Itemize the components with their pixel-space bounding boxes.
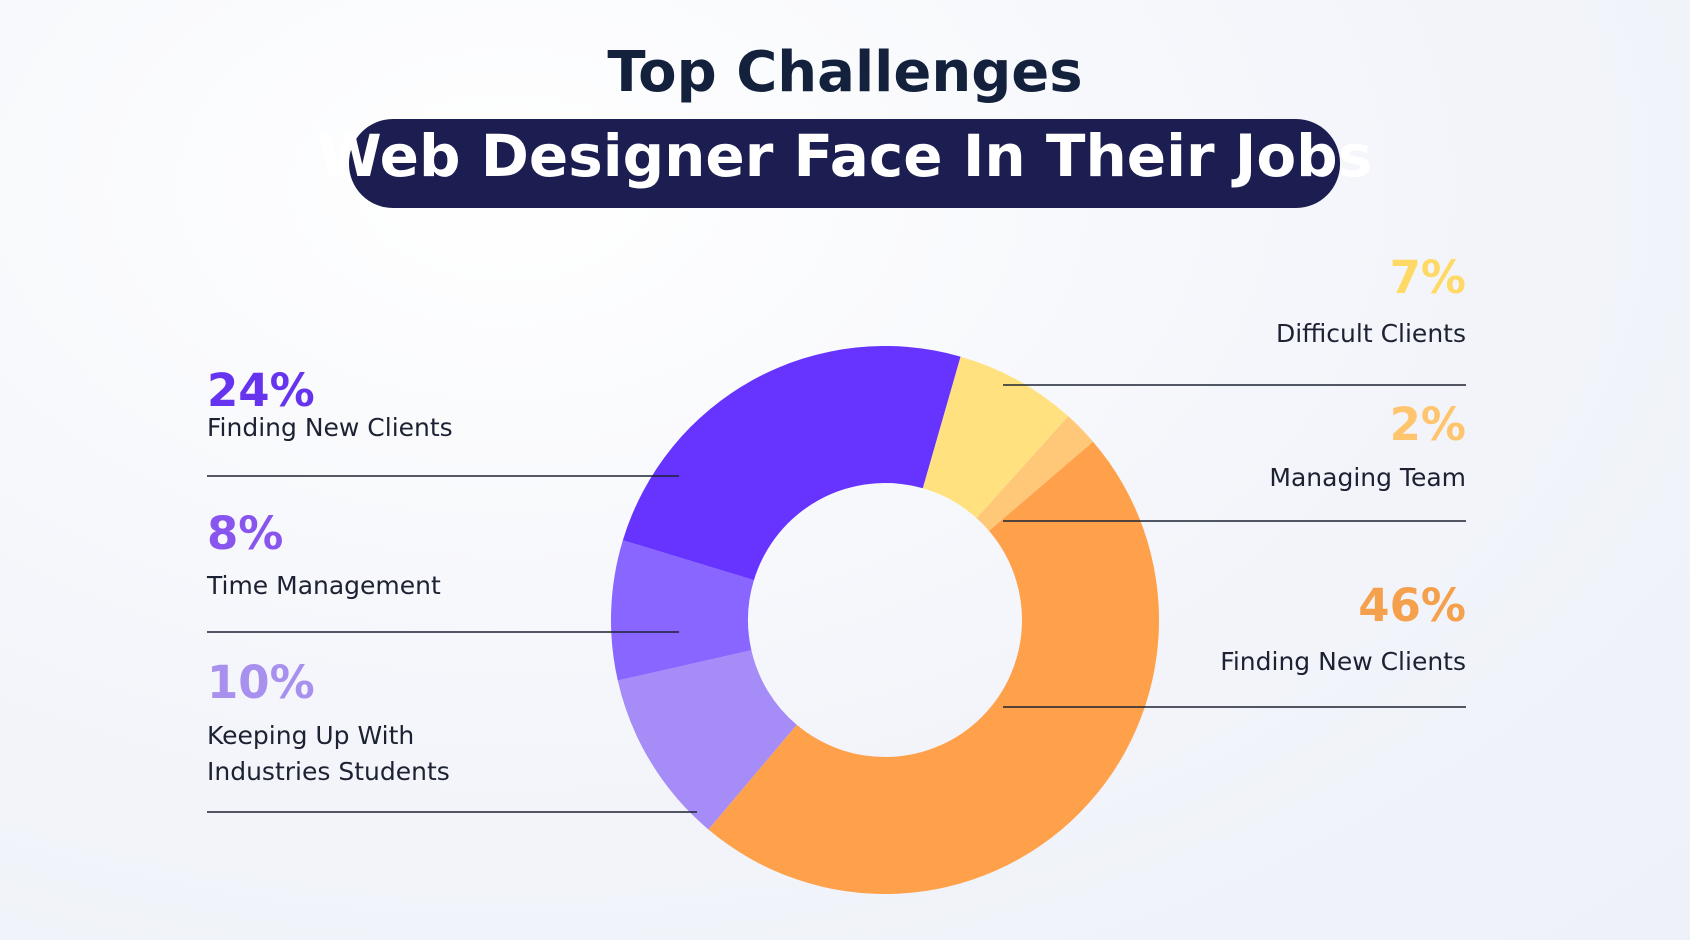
donut-slice [976, 416, 1094, 531]
chart-subtitle: Web Designer Face In Their Jobs [317, 122, 1373, 190]
value-label: 10% [207, 656, 315, 709]
category-label: Difficult Clients [1275, 319, 1466, 348]
chart-title: Top Challenges [607, 40, 1083, 105]
donut-slice [622, 346, 961, 581]
value-label: 2% [1389, 398, 1466, 451]
category-label: Finding New Clients [207, 413, 453, 442]
category-label: Time Management [207, 571, 441, 600]
value-label: 46% [1358, 579, 1466, 632]
value-label: 24% [207, 364, 315, 417]
value-label: 7% [1389, 251, 1466, 304]
category-label: Managing Team [1269, 463, 1466, 492]
donut-slice [708, 441, 1160, 895]
value-label: 8% [207, 507, 284, 560]
subtitle-banner [349, 119, 1340, 208]
donut-slice [617, 650, 797, 830]
donut-slice [611, 540, 754, 681]
donut-slice [922, 356, 1069, 519]
category-label: Finding New Clients [1220, 647, 1466, 676]
category-label: Keeping Up With Industries Students [207, 721, 450, 786]
